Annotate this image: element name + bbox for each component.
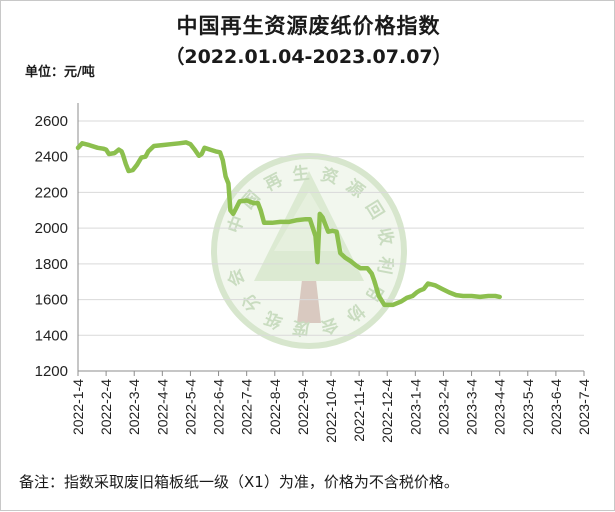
watermark-char: 收 <box>373 226 397 247</box>
y-tick-labels: 1200 1400 1600 1800 2000 2200 2400 2600 <box>35 113 68 380</box>
x-tick-label: 2022-10-4 <box>323 379 339 443</box>
watermark-trunk <box>297 271 321 323</box>
x-tick-label: 2022-7-4 <box>239 379 255 435</box>
y-tick-label: 1600 <box>35 292 68 309</box>
x-tick-label: 2023-5-4 <box>520 379 536 435</box>
x-tick-label: 2022-9-4 <box>295 379 311 435</box>
y-tick-label: 2600 <box>35 113 68 130</box>
chart-title: 中国再生资源废纸价格指数 <box>176 14 441 38</box>
chart-subtitle: （2022.01.04-2023.07.07） <box>165 46 452 68</box>
x-tick-label: 2022-3-4 <box>126 379 142 435</box>
x-tick-label: 2023-2-4 <box>435 379 451 435</box>
x-tick-labels: 2022-1-4 2022-2-4 2022-3-4 2022-4-4 2022-5-4… <box>70 379 592 443</box>
x-tick-label: 2023-4-4 <box>492 379 508 435</box>
x-tick-label: 2022-6-4 <box>211 379 227 435</box>
y-tick-label: 1800 <box>35 256 68 273</box>
y-tick-label: 1200 <box>35 363 68 380</box>
footnote: 备注：指数采取废旧箱板纸一级（X1）为准，价格为不含税价格。 <box>19 473 459 491</box>
x-tick-label: 2022-11-4 <box>351 379 367 442</box>
watermark-char: 中 <box>223 213 249 236</box>
x-tick-label: 2023-6-4 <box>548 379 564 435</box>
x-tick-label: 2023-7-4 <box>576 379 592 435</box>
watermark-char: 资 <box>319 164 341 189</box>
watermark-char: 生 <box>291 163 310 186</box>
x-tick-label: 2023-1-4 <box>407 379 423 435</box>
x-tick-label: 2022-8-4 <box>267 379 283 435</box>
x-tick-label: 2022-12-4 <box>379 379 395 443</box>
gridlines <box>78 120 584 336</box>
series-line <box>75 140 502 308</box>
x-tick-label: 2022-4-4 <box>154 379 170 435</box>
y-tick-label: 2200 <box>35 184 68 201</box>
watermark-char: 会 <box>223 266 249 289</box>
x-tick-label: 2022-2-4 <box>98 379 114 435</box>
watermark-char: 会 <box>319 313 341 338</box>
unit-label: 单位：元/吨 <box>25 65 95 80</box>
watermark-char: 废 <box>291 317 310 340</box>
x-tick-label: 2022-1-4 <box>70 379 86 435</box>
y-tick-label: 1400 <box>35 327 68 344</box>
watermark-logo: 中国再生资源回收利用协会废纸分会 <box>211 153 407 349</box>
y-tick-label: 2400 <box>35 149 68 166</box>
x-tick-label: 2023-3-4 <box>464 379 480 435</box>
series-layer <box>75 140 502 308</box>
y-tick-label: 2000 <box>35 220 68 237</box>
x-tick-label: 2022-5-4 <box>182 379 198 435</box>
watermark-char: 利 <box>373 255 397 276</box>
